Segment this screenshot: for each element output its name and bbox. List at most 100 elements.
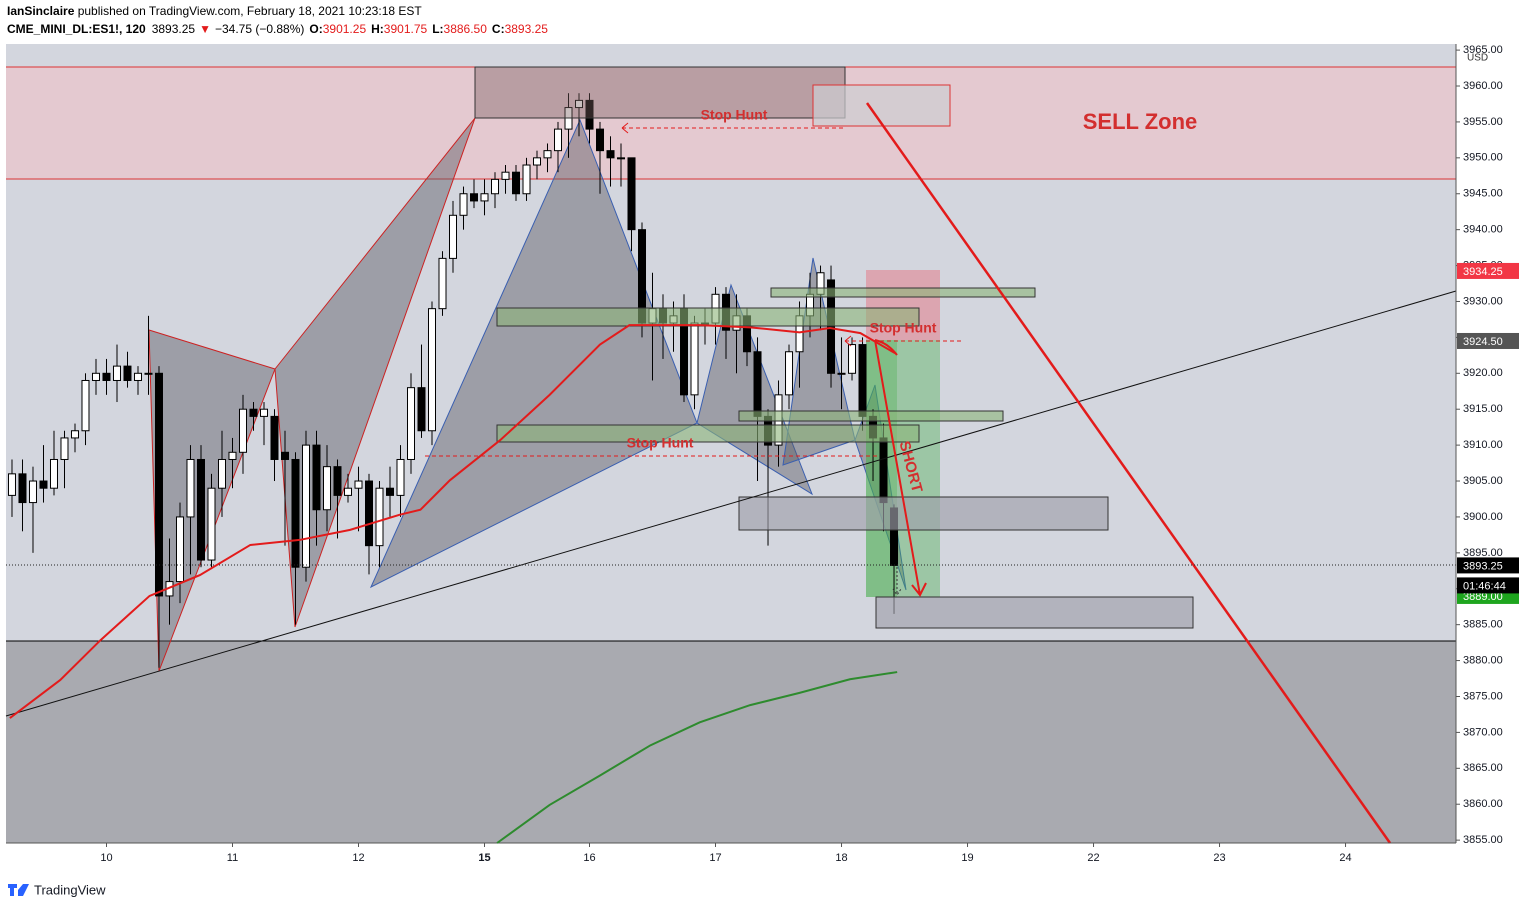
candle-body (396, 458, 405, 496)
candle-body (596, 128, 605, 152)
sell-zone (6, 67, 1456, 179)
candle-body (879, 437, 888, 504)
candle-body (428, 308, 437, 432)
candle-body (28, 480, 37, 504)
candle-body (81, 379, 90, 432)
price-label: 3924.50 (1463, 336, 1503, 348)
box (496, 307, 920, 327)
candle-body (144, 372, 153, 375)
candle-body (18, 473, 27, 504)
price-label-box (1457, 332, 1519, 349)
candle-body (627, 157, 636, 231)
arrow-head (621, 122, 852, 347)
y-tick-label: 3920.00 (1463, 367, 1503, 379)
stop-area (866, 270, 940, 340)
candle-body (522, 164, 531, 195)
candle-body (270, 415, 279, 460)
candle-body (217, 458, 226, 489)
candle-body (375, 487, 384, 547)
x-tick-label: 18 (835, 852, 847, 864)
y-tick-label: 3900.00 (1463, 511, 1503, 523)
ohlc-label: C: (492, 22, 505, 36)
candle-body (785, 351, 794, 396)
publisher: IanSinclaire (7, 4, 75, 18)
box (875, 596, 1194, 629)
trendline (865, 102, 1392, 844)
y-tick-label: 3870.00 (1463, 726, 1503, 738)
y-tick-label: 3930.00 (1463, 295, 1503, 307)
countdown: 01:46:44 (1463, 580, 1506, 592)
change: −34.75 (−0.88%) (215, 22, 304, 36)
support-zone (6, 641, 1456, 843)
candle-body (70, 430, 79, 439)
candle-body (102, 372, 111, 381)
trendline (5, 290, 1457, 717)
candle-body (385, 487, 394, 496)
candle-body (543, 150, 552, 159)
candle-body (291, 458, 300, 568)
y-tick-label: 3965.00 (1463, 44, 1503, 56)
y-tick-label: 3895.00 (1463, 547, 1503, 559)
box (496, 424, 920, 443)
candle-body (407, 387, 416, 460)
x-tick-label: 24 (1339, 852, 1351, 864)
candle-body (228, 451, 237, 460)
candle-body (827, 279, 836, 374)
ohlc-label: L: (432, 22, 443, 36)
box (770, 287, 1036, 298)
candle-body (491, 178, 500, 195)
annotation: Stop Hunt (870, 320, 937, 336)
y-tick-label: 3910.00 (1463, 439, 1503, 451)
annotation: SELL Zone (1083, 109, 1198, 134)
y-tick-label: 3885.00 (1463, 619, 1503, 631)
y-tick-label: 3915.00 (1463, 403, 1503, 415)
symbol: CME_MINI_DL:ES1!, 120 (7, 22, 146, 36)
candle-body (617, 157, 626, 160)
candle-body (133, 372, 142, 381)
candle-body (112, 365, 121, 381)
box (474, 66, 846, 119)
candle-body (480, 193, 489, 202)
x-tick-label: 12 (352, 852, 364, 864)
candle-body (280, 451, 289, 460)
candle-body (39, 480, 48, 489)
x-tick-label: 11 (227, 852, 238, 864)
candle-body (249, 408, 258, 417)
candle-body (154, 372, 163, 597)
candle-body (417, 387, 426, 432)
price-label-box (1457, 557, 1519, 574)
y-tick-label: 3950.00 (1463, 152, 1503, 164)
currency: USD (1467, 53, 1488, 64)
y-tick-label: 3880.00 (1463, 654, 1503, 666)
ohlc-value: 3893.25 (505, 22, 549, 36)
candle-body (449, 214, 458, 259)
candle-body (49, 458, 58, 489)
y-tick-label: 3905.00 (1463, 475, 1503, 487)
candle-body (606, 150, 615, 159)
candle-body (322, 466, 331, 511)
candle-body (333, 466, 342, 496)
y-tick-label: 3940.00 (1463, 224, 1503, 236)
candle-body (364, 480, 373, 547)
header-line: IanSinclaire published on TradingView.co… (7, 4, 422, 18)
y-tick-label: 3955.00 (1463, 116, 1503, 128)
candle-body (60, 437, 69, 460)
logo (8, 884, 29, 896)
y-tick-label: 3855.00 (1463, 834, 1503, 846)
x-tick-label: 15 (478, 852, 490, 864)
candle-body (512, 171, 521, 195)
arrow (874, 339, 927, 597)
x-tick-label: 23 (1213, 852, 1225, 864)
price-label-box (1457, 262, 1519, 279)
x-tick-label: 22 (1087, 852, 1099, 864)
x-tick-label: 17 (709, 852, 721, 864)
moving-average (9, 324, 896, 719)
price-label: 3889.00 (1463, 591, 1503, 603)
ohlc-label: O: (309, 22, 322, 36)
ohlc-label: H: (371, 22, 384, 36)
target-area (866, 340, 940, 597)
candle-body (837, 372, 846, 375)
y-tick-label: 3945.00 (1463, 188, 1503, 200)
candle-body (7, 473, 16, 496)
